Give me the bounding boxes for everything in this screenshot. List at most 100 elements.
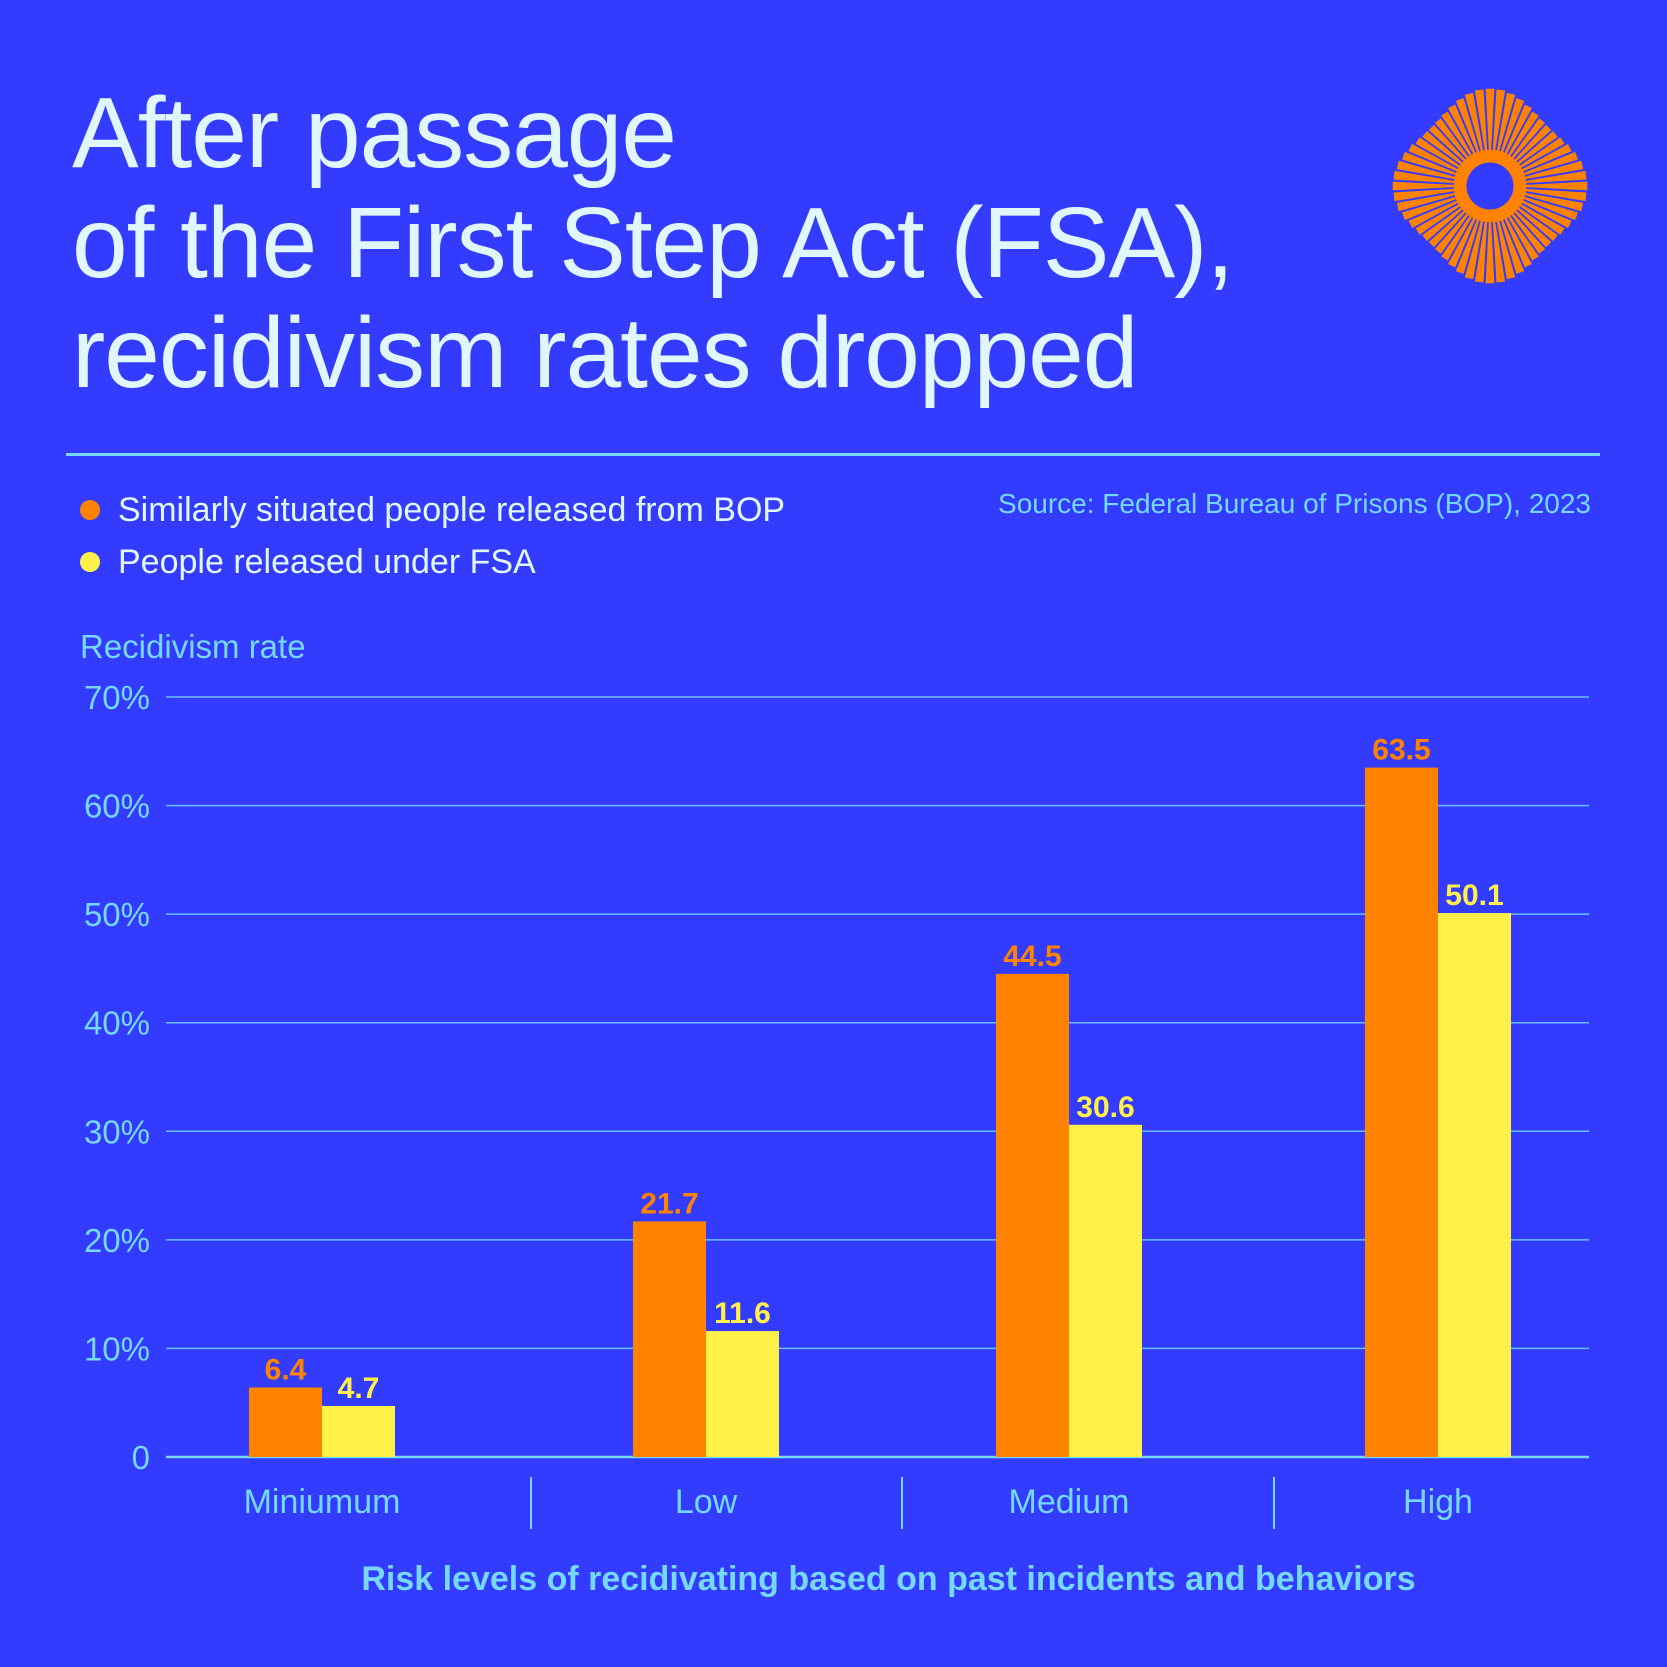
legend-item-fsa: People released under FSA (80, 536, 785, 588)
bar-bop (633, 1221, 706, 1457)
logo-ray (1509, 144, 1572, 177)
logo-ray (1393, 188, 1469, 202)
logo-ray (1485, 207, 1495, 284)
data-label: 4.7 (338, 1372, 380, 1405)
data-label: 44.5 (1003, 940, 1061, 973)
logo-ray (1511, 188, 1587, 202)
legend-dot-orange-icon (80, 500, 100, 520)
bar-bop (996, 973, 1069, 1457)
bar-fsa (322, 1405, 395, 1457)
logo-ray (1503, 202, 1546, 254)
y-tick-label: 10% (84, 1330, 150, 1367)
header-divider (66, 453, 1600, 456)
logo-ray (1499, 205, 1532, 268)
logo-ray (1506, 199, 1558, 242)
y-tick-label: 0 (132, 1439, 150, 1476)
sunburst-logo-icon (1392, 88, 1588, 284)
logo-ring (1453, 149, 1527, 223)
legend-label: People released under FSA (118, 542, 536, 581)
logo-ray (1485, 88, 1495, 165)
category-label: Miniumum (244, 1483, 401, 1521)
y-tick-label: 60% (84, 788, 150, 825)
bar-fsa (1069, 1124, 1142, 1457)
logo-ray (1474, 89, 1488, 165)
logo-ray (1496, 98, 1525, 166)
logo-ray (1504, 124, 1552, 172)
logo-ray (1396, 160, 1470, 182)
y-tick-label: 40% (84, 1005, 150, 1042)
y-tick-label: 50% (84, 896, 150, 933)
y-tick-label: 30% (84, 1113, 150, 1150)
logo-ray (1415, 197, 1472, 235)
logo-ray (1392, 181, 1469, 191)
logo-ray (1510, 160, 1584, 182)
logo-ray (1415, 137, 1472, 175)
logo-ray (1402, 192, 1470, 221)
logo-ray (1511, 181, 1588, 191)
data-label: 21.7 (640, 1187, 698, 1220)
bar-bop (249, 1387, 322, 1457)
logo-ray (1510, 151, 1578, 180)
logo-ray (1496, 206, 1525, 274)
legend: Similarly situated people released from … (80, 484, 785, 588)
logo-ray (1499, 104, 1532, 167)
source-note: Source: Federal Bureau of Prisons (BOP),… (998, 488, 1591, 519)
logo-ray (1448, 205, 1481, 268)
x-axis-label: Risk levels of recidivating based on pas… (361, 1560, 1416, 1598)
y-axis-label: Recidivism rate (80, 628, 306, 665)
y-tick-label: 70% (84, 679, 150, 716)
data-label: 6.4 (265, 1354, 307, 1387)
category-label: Low (675, 1483, 738, 1521)
logo-center (1466, 162, 1514, 210)
logo-ray (1402, 151, 1470, 180)
chart-title: After passage of the First Step Act (FSA… (72, 77, 1234, 409)
bar-fsa (1438, 913, 1511, 1457)
logo-ray (1510, 192, 1578, 221)
data-label: 63.5 (1372, 734, 1430, 767)
logo-ray (1504, 200, 1552, 248)
legend-dot-yellow-icon (80, 552, 100, 572)
bar-bop (1365, 767, 1438, 1457)
logo-ray (1511, 170, 1587, 184)
bar-fsa (706, 1331, 779, 1457)
logo-ray (1503, 118, 1546, 170)
title-line-2: of the First Step Act (FSA), (72, 187, 1234, 299)
category-label: Medium (1009, 1483, 1130, 1521)
data-label: 11.6 (714, 1297, 771, 1330)
y-tick-label: 20% (84, 1222, 150, 1259)
logo-ray (1474, 207, 1488, 283)
logo-ray (1501, 204, 1539, 261)
logo-ray (1508, 197, 1565, 235)
logo-ray (1428, 124, 1476, 172)
logo-ray (1428, 200, 1476, 248)
logo-ray (1455, 206, 1484, 274)
logo-ray (1492, 89, 1506, 165)
logo-ray (1441, 204, 1479, 261)
logo-ray (1494, 206, 1516, 280)
logo-ray (1501, 111, 1539, 168)
logo-ray (1508, 137, 1565, 175)
logo-ray (1408, 144, 1471, 177)
logo-ray (1494, 92, 1516, 166)
title-line-3: recidivism rates dropped (72, 297, 1138, 409)
data-label: 50.1 (1445, 879, 1503, 912)
logo-ray (1422, 199, 1474, 242)
logo-ray (1434, 202, 1477, 254)
logo-ray (1393, 170, 1469, 184)
title-line-1: After passage (72, 77, 677, 189)
logo-ray (1492, 207, 1506, 283)
legend-label: Similarly situated people released from … (118, 490, 786, 529)
logo-ray (1464, 206, 1486, 280)
category-label: High (1403, 1483, 1473, 1521)
logo-ray (1422, 130, 1474, 173)
legend-item-bop: Similarly situated people released from … (80, 484, 785, 536)
logo-ray (1448, 104, 1481, 167)
logo-ray (1510, 190, 1584, 212)
logo-ray (1509, 195, 1572, 228)
logo-ray (1396, 190, 1470, 212)
logo-ray (1455, 98, 1484, 166)
logo-ray (1506, 130, 1558, 173)
logo-ray (1441, 111, 1479, 168)
logo-ray (1408, 195, 1471, 228)
